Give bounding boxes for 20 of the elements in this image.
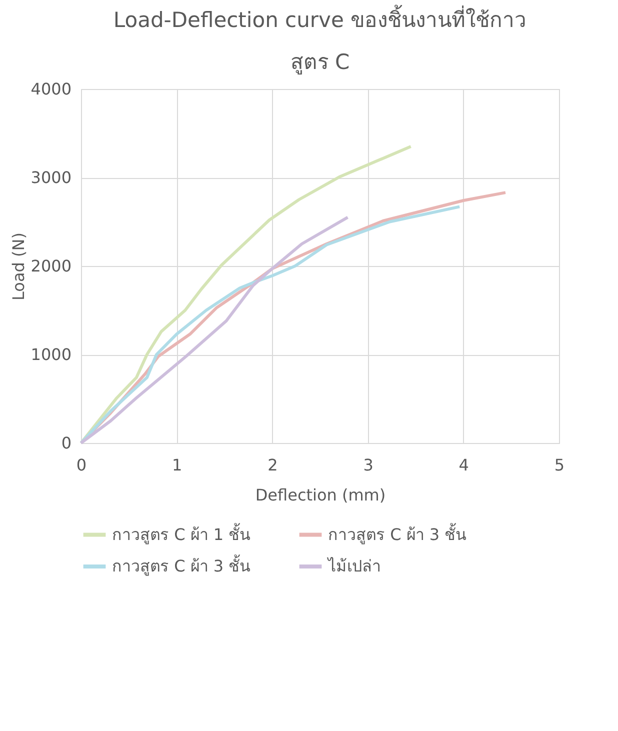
- line-series: [80, 205, 462, 444]
- legend-label: กาวสูตร C ผ้า 3 ชั้น: [112, 554, 251, 576]
- y-tick-label: 2000: [30, 256, 72, 276]
- x-tick-label: 5: [554, 456, 565, 474]
- x-tick-label: 3: [363, 456, 374, 474]
- legend-label: ไม้เปล่า: [326, 556, 381, 576]
- x-axis-title: Deflection (mm): [255, 486, 386, 504]
- x-tick-label: 1: [172, 456, 182, 474]
- y-tick-label: 1000: [30, 345, 72, 364]
- x-tick-label: 0: [76, 456, 87, 474]
- x-tick-label: 2: [268, 456, 278, 474]
- line-series: [80, 216, 350, 444]
- x-tick-label: 4: [458, 456, 469, 474]
- chart-title: Load-Deflection curve ของชิ้นงานที่ใช้กาว สูตร C: [113, 5, 527, 75]
- y-tick-label: 3000: [30, 168, 72, 187]
- y-axis-title: Load (N): [8, 232, 28, 300]
- y-tick-label: 4000: [30, 80, 72, 98]
- y-tick-label: 0: [61, 434, 72, 452]
- legend-label: กาวสูตร C ผ้า 3 ชั้น: [328, 522, 467, 545]
- legend-label: กาวสูตร C ผ้า 1 ชั้น: [112, 522, 251, 545]
